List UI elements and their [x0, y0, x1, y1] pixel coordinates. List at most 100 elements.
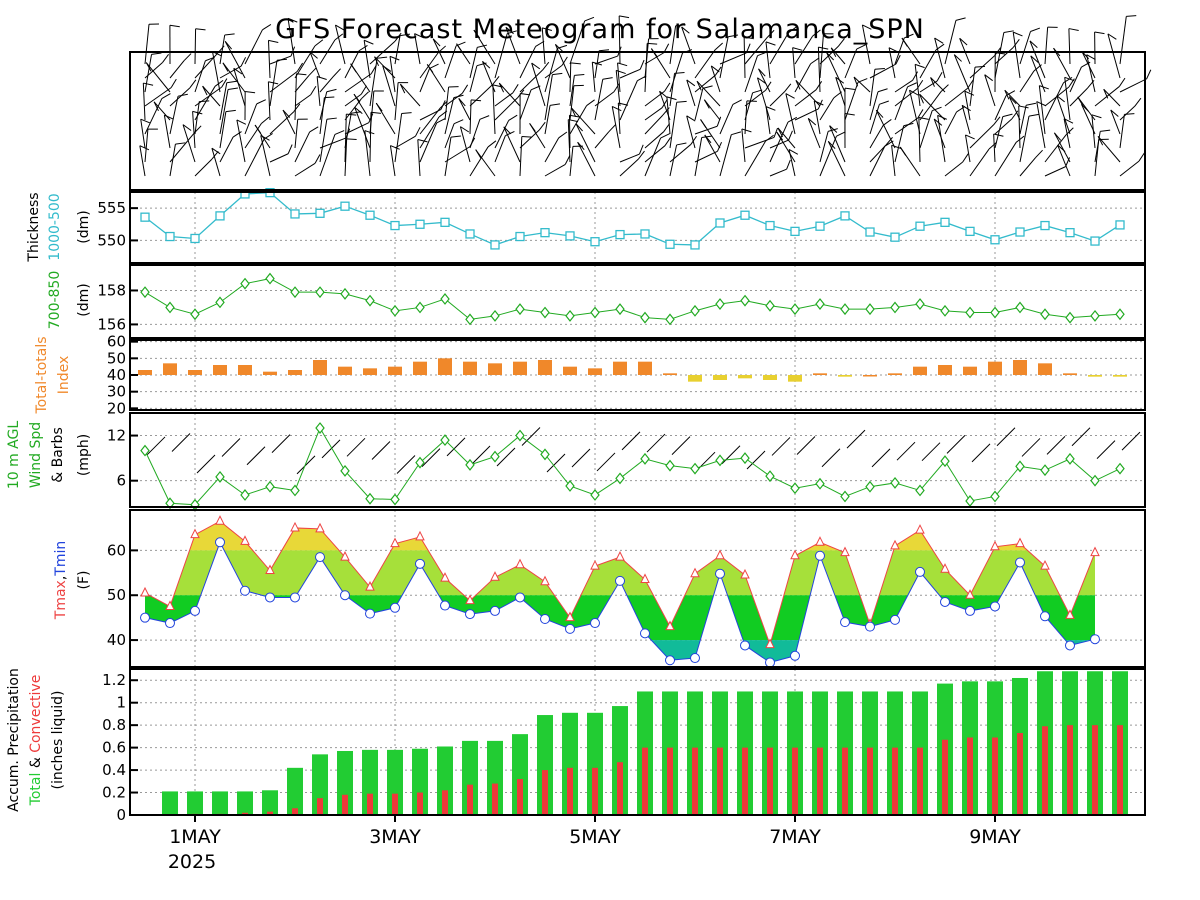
upper-barb-staff	[819, 97, 835, 121]
upper-barb-flag	[232, 131, 242, 138]
temp-bands	[145, 521, 1095, 663]
surface-wind-barb	[746, 450, 766, 470]
tmax-point	[1015, 537, 1025, 548]
wind-speed-point	[690, 462, 700, 475]
upper-barb-flag	[812, 29, 821, 37]
upper-barb-staff	[844, 48, 858, 79]
upper-barb-staff	[694, 74, 716, 93]
wind-title-4: (mph)	[76, 434, 92, 476]
thickness-700-850-point	[1090, 309, 1100, 322]
upper-barb-staff	[669, 102, 678, 149]
upper-barb-staff	[1044, 82, 1064, 121]
thickness-1000-500-point	[140, 212, 150, 222]
surface-wind-barb	[196, 454, 216, 474]
upper-barb-staff	[703, 99, 721, 121]
upper-barb-flag	[686, 115, 696, 122]
precip-convective-bar	[842, 747, 848, 815]
surface-wind-barb	[896, 441, 916, 461]
upper-barb-staff	[944, 20, 957, 65]
tmin-point	[1090, 634, 1100, 645]
upper-barb-staff	[591, 62, 596, 93]
wind-speed-point	[915, 484, 925, 497]
upper-barb-flag	[520, 93, 531, 96]
upper-barb-flag	[382, 65, 392, 72]
precip-convective-bar	[1017, 733, 1023, 815]
upper-barb-flag	[169, 24, 180, 28]
upper-barb-staff	[294, 45, 316, 79]
wind-speed-point	[515, 429, 525, 442]
upper-barb-staff	[744, 37, 768, 65]
precip-convective-bar	[417, 792, 423, 815]
upper-barb-staff	[222, 62, 246, 93]
upper-barb-staff	[1086, 54, 1096, 93]
tmin-point	[965, 605, 975, 616]
x-date-label: 9MAY	[969, 826, 1021, 848]
tmax-point	[440, 572, 450, 582]
upper-barb-flag	[1064, 76, 1075, 82]
upper-barb-flag	[659, 90, 668, 98]
tmin-point	[690, 653, 700, 664]
upper-barb-staff	[930, 77, 946, 93]
upper-barb-flag	[885, 137, 893, 146]
upper-barb-staff	[919, 93, 946, 121]
wind-speed-point	[290, 484, 300, 497]
upper-barb-flag	[704, 134, 712, 144]
upper-barb-flag	[959, 37, 968, 46]
upper-barb-flag	[161, 93, 171, 99]
upper-air-barbs	[139, 15, 1152, 177]
upper-barb-staff	[769, 91, 785, 107]
x-year-label: 2025	[168, 851, 216, 873]
upper-barb-flag	[785, 93, 795, 99]
upper-barb-flag	[602, 77, 613, 80]
upper-barb-staff	[469, 65, 478, 93]
upper-barb-flag	[773, 127, 779, 138]
upper-barb-flag	[955, 17, 966, 21]
upper-barb-staff	[829, 125, 846, 163]
upper-barb-staff	[444, 86, 450, 121]
upper-barb-flag	[224, 33, 235, 36]
upper-barb-staff	[669, 52, 684, 93]
upper-barb-flag	[361, 91, 369, 100]
y-tick-label: 1	[116, 694, 126, 712]
upper-barb-staff	[669, 25, 677, 65]
upper-barb-staff	[594, 131, 610, 149]
upper-barb-flag	[316, 76, 327, 80]
precip-total-bar	[162, 791, 178, 815]
upper-barb-flag	[162, 53, 169, 63]
upper-barb-flag	[818, 46, 829, 50]
total-totals-bar	[688, 375, 702, 382]
upper-barb-flag	[461, 84, 469, 94]
upper-barb-staff	[719, 134, 732, 177]
upper-barb-staff	[741, 128, 746, 163]
upper-barb-staff	[826, 52, 846, 93]
upper-barb-flag	[492, 76, 500, 85]
wind-speed-point	[640, 452, 650, 465]
tmax-point	[540, 575, 550, 586]
upper-barb-staff	[394, 35, 401, 65]
upper-barb-flag	[414, 33, 424, 39]
upper-barb-staff	[694, 137, 703, 177]
upper-barb-flag	[984, 74, 993, 82]
upper-barb-flag	[456, 43, 463, 53]
upper-barb-flag	[690, 135, 697, 145]
total-totals-bar	[163, 363, 177, 375]
upper-barb-flag	[1107, 33, 1117, 40]
upper-barb-flag	[535, 40, 545, 47]
total-totals-bar	[663, 373, 677, 375]
upper-barb-flag	[1124, 113, 1135, 115]
surface-wind-barb	[321, 439, 341, 459]
upper-barb-staff	[969, 124, 995, 149]
upper-barb-staff	[294, 73, 297, 121]
tmin-point	[665, 655, 675, 666]
thickness-700-850-point	[790, 303, 800, 316]
wind-speed-point	[1065, 452, 1075, 465]
upper-barb-staff	[666, 96, 671, 135]
upper-barb-staff	[169, 87, 191, 107]
upper-barb-staff	[1110, 109, 1121, 135]
y-tick-label: 550	[97, 231, 126, 249]
precip-total-bar	[537, 715, 553, 815]
upper-barb-staff	[567, 119, 571, 163]
upper-barb-staff	[269, 71, 298, 93]
upper-barb-staff	[1119, 160, 1140, 177]
precip-convective-bar	[617, 762, 623, 815]
